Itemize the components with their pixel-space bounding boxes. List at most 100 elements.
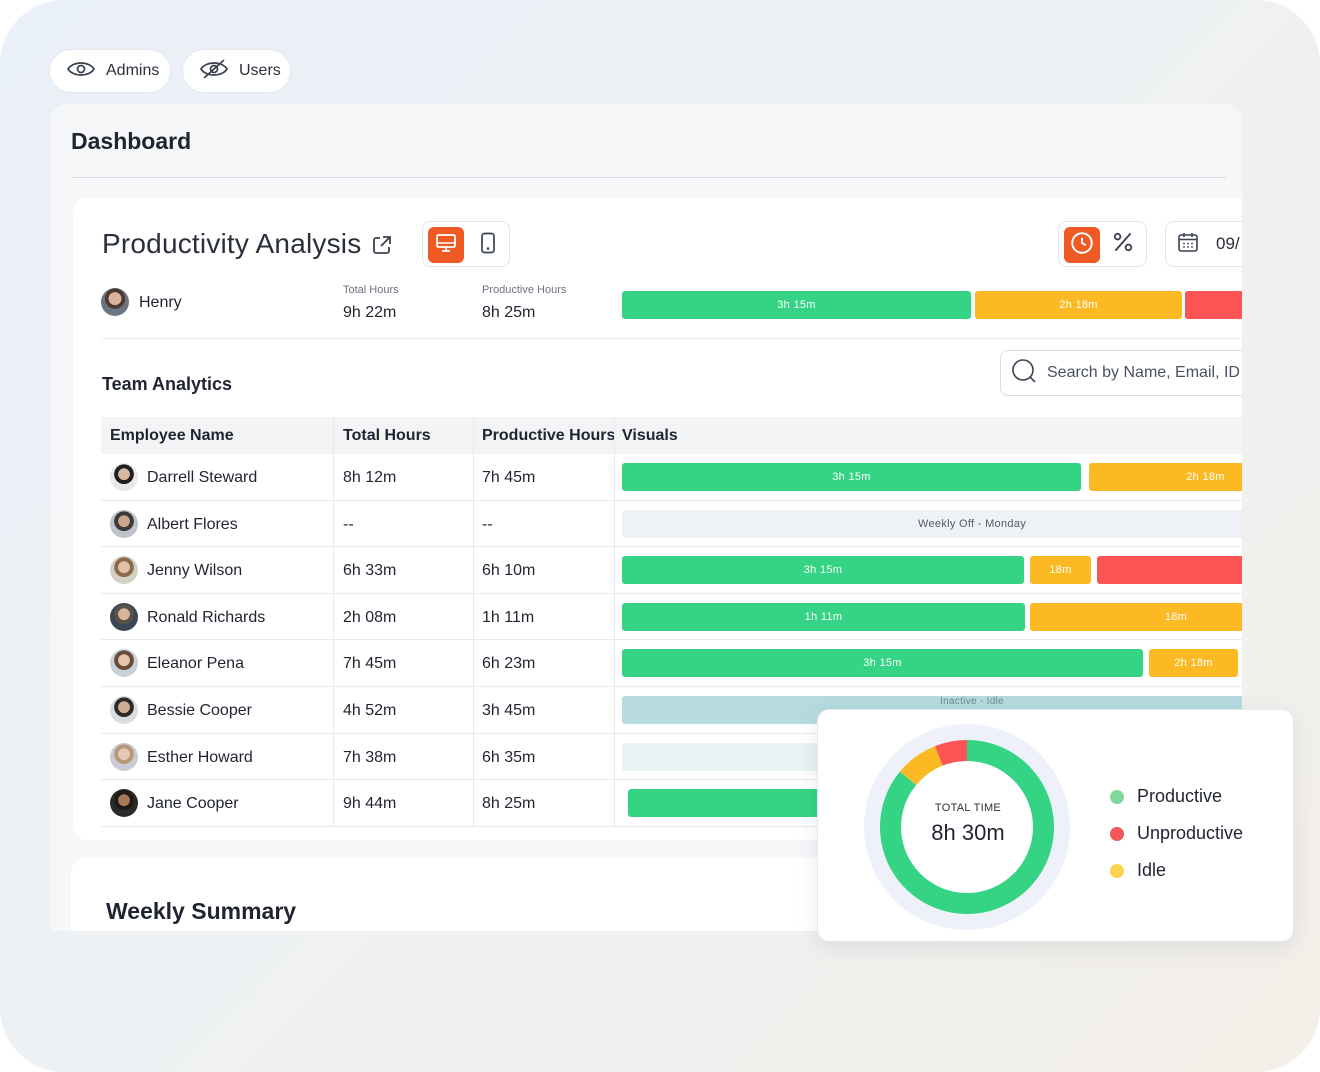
total-time-label: TOTAL TIME <box>934 802 1002 814</box>
visual-bars: 1h 11m 18m <box>622 602 1242 631</box>
donut-center <box>901 761 1033 893</box>
admins-toggle[interactable]: Admins <box>49 49 171 93</box>
table-row[interactable]: Albert Flores -- -- Weekly Off - Monday <box>101 500 1242 548</box>
productive-bar[interactable]: 1h 11m <box>622 602 1025 631</box>
legend-label: Productive <box>1137 786 1223 806</box>
table-row[interactable]: Eleanor Pena 7h 45m 6h 23m 3h 15m 2h 18m <box>101 640 1242 687</box>
donut-segments <box>880 740 1054 914</box>
productive-hours-cell: 1h 11m <box>482 608 535 626</box>
date-picker[interactable]: 09/ <box>1165 221 1242 267</box>
productive-bar[interactable]: 3h 15m <box>622 556 1024 585</box>
visual-bars: 3h 15m 2h 18m <box>622 649 1242 678</box>
productive-hours-cell: 3h 45m <box>482 701 536 719</box>
avatar <box>110 649 138 678</box>
donut-chart <box>864 724 1070 930</box>
donut-segment-productive <box>880 740 1054 914</box>
avatar <box>110 602 138 631</box>
mobile-view-button[interactable] <box>470 227 506 263</box>
employee-name[interactable]: Albert Flores <box>147 515 238 533</box>
calendar-icon <box>1176 230 1200 259</box>
search-input[interactable]: Search by Name, Email, ID <box>1000 350 1242 396</box>
employee-name[interactable]: Eleanor Pena <box>147 655 244 673</box>
legend-dot <box>1110 826 1124 841</box>
total-hours-cell: 9h 44m <box>343 795 397 813</box>
idle-bar[interactable]: 2h 18m <box>1149 649 1238 678</box>
idle-bar[interactable]: 2h 18m <box>975 291 1182 319</box>
legend-label: Idle <box>1137 860 1167 880</box>
productive-bar[interactable]: 3h 15m <box>622 463 1081 491</box>
table-row[interactable]: Darrell Steward 8h 12m 7h 45m 3h 15m 2h … <box>101 454 1242 501</box>
productive-bar[interactable]: 3h 15m <box>622 291 971 319</box>
time-mode-button[interactable] <box>1064 227 1100 263</box>
idle-bar[interactable]: 2h 18m <box>1089 463 1242 491</box>
clock-icon <box>1069 230 1095 261</box>
current-user-name: Henry <box>139 294 182 311</box>
external-link-icon[interactable] <box>371 234 393 256</box>
total-hours-cell: -- <box>343 515 354 533</box>
desktop-view-button[interactable] <box>428 227 464 263</box>
avatar <box>110 463 138 491</box>
table-header: Employee Name Total Hours Productive Hou… <box>101 417 1242 454</box>
table-row[interactable]: Ronald Richards 2h 08m 1h 11m 1h 11m 18m <box>101 593 1242 641</box>
legend-unproductive: Unproductive <box>1110 815 1243 852</box>
productive-hours-cell: 7h 45m <box>482 469 536 486</box>
device-toggle-group <box>422 221 510 267</box>
col-employee-name[interactable]: Employee Name <box>110 427 234 444</box>
mode-toggle-group <box>1058 221 1147 267</box>
unproductive-bar[interactable] <box>1185 291 1242 319</box>
total-time-value: 8h 30m <box>931 820 1005 845</box>
employee-name[interactable]: Darrell Steward <box>147 469 258 486</box>
users-toggle[interactable]: Users <box>182 49 291 93</box>
percent-icon <box>1110 229 1136 262</box>
productive-bar[interactable]: 3h 15m <box>622 649 1143 678</box>
col-total-hours[interactable]: Total Hours <box>343 427 431 444</box>
visual-bars: 3h 15m 18m 2 <box>622 556 1242 585</box>
section-divider <box>102 338 1242 339</box>
total-hours-cell: 7h 38m <box>343 748 397 766</box>
legend-productive: Productive <box>1110 778 1243 815</box>
total-hours-cell: 7h 45m <box>343 655 397 673</box>
users-label: Users <box>239 62 281 79</box>
avatar <box>110 742 138 771</box>
productive-hours-label: Productive Hours <box>482 284 567 296</box>
team-table: Employee Name Total Hours Productive Hou… <box>101 417 1242 827</box>
total-hours-cell: 4h 52m <box>343 701 397 719</box>
total-hours-cell: 6h 33m <box>343 562 397 580</box>
col-productive-hours[interactable]: Productive Hours <box>482 427 616 444</box>
title-divider <box>71 177 1226 178</box>
productive-hours-value: 8h 25m <box>482 304 536 321</box>
total-hours-cell: 2h 08m <box>343 608 397 626</box>
admins-label: Admins <box>106 62 160 79</box>
table-row[interactable]: Jenny Wilson 6h 33m 6h 10m 3h 15m 18m 2 <box>101 547 1242 594</box>
productive-hours-cell: -- <box>482 515 493 533</box>
percent-mode-button[interactable] <box>1105 227 1141 263</box>
idle-bar[interactable]: 18m <box>1030 556 1091 585</box>
page-title: Dashboard <box>71 128 192 154</box>
employee-name[interactable]: Jane Cooper <box>147 795 239 813</box>
visual-bars: 3h 15m 2h 18m <box>622 463 1242 491</box>
team-analytics-title: Team Analytics <box>102 374 233 394</box>
employee-name[interactable]: Bessie Cooper <box>147 701 252 719</box>
eye-off-icon <box>199 58 229 84</box>
donut-segment-idle <box>899 746 944 786</box>
date-value: 09/ <box>1216 234 1240 253</box>
legend-dot <box>1110 863 1124 878</box>
weekly-off-bar: Weekly Off - Monday <box>622 509 1242 538</box>
employee-name[interactable]: Ronald Richards <box>147 608 266 626</box>
productivity-title: Productivity Analysis <box>102 228 362 259</box>
legend-label: Unproductive <box>1137 823 1244 843</box>
total-hours-label: Total Hours <box>343 284 399 296</box>
employee-name[interactable]: Esther Howard <box>147 748 253 766</box>
mobile-icon <box>476 231 500 260</box>
idle-bar[interactable]: 18m <box>1030 602 1242 631</box>
legend-dot <box>1110 789 1124 804</box>
productive-hours-cell: 6h 10m <box>482 562 536 580</box>
avatar <box>101 288 129 316</box>
donut-legend: Productive Unproductive Idle <box>1110 778 1243 889</box>
employee-name[interactable]: Jenny Wilson <box>147 562 243 580</box>
unproductive-bar[interactable]: 2 <box>1097 556 1242 585</box>
productive-hours-cell: 6h 23m <box>482 655 536 673</box>
weekly-summary-title: Weekly Summary <box>106 898 297 924</box>
total-hours-cell: 8h 12m <box>343 469 397 486</box>
